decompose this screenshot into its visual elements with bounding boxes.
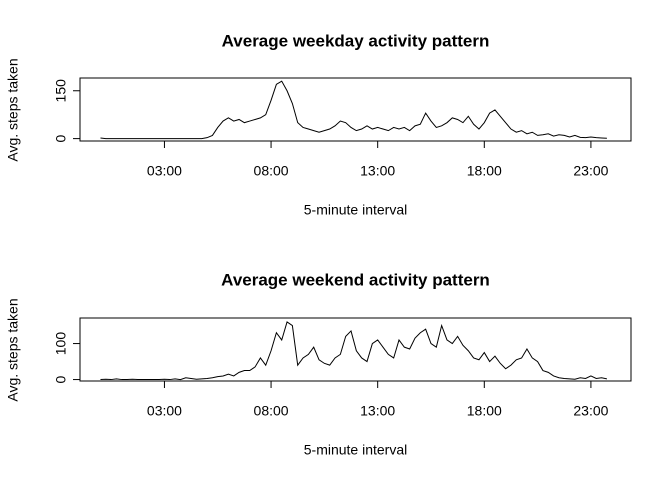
chart-title: Average weekend activity pattern (221, 270, 490, 289)
plot-box (79, 77, 632, 142)
y-tick-label: 0 (53, 375, 69, 383)
plot-box (79, 317, 632, 382)
y-tick-label: 100 (53, 332, 69, 356)
x-tick-label: 03:00 (147, 163, 182, 179)
x-tick-label: 13:00 (360, 163, 395, 179)
x-axis-label: 5-minute interval (304, 442, 408, 458)
x-tick-label: 08:00 (254, 163, 289, 179)
x-tick-label: 13:00 (360, 403, 395, 419)
chart-title: Average weekday activity pattern (222, 31, 490, 50)
y-tick-label: 150 (53, 79, 69, 103)
x-tick-label: 23:00 (573, 163, 608, 179)
data-line (100, 80, 607, 140)
y-tick-label: 0 (53, 135, 69, 143)
x-tick-label: 23:00 (573, 403, 608, 419)
data-line (100, 321, 607, 381)
y-axis-label: Avg. steps taken (5, 58, 21, 161)
y-axis-label: Avg. steps taken (5, 298, 21, 401)
x-tick-label: 18:00 (467, 403, 502, 419)
x-tick-label: 03:00 (147, 403, 182, 419)
x-tick-label: 08:00 (254, 403, 289, 419)
x-axis-label: 5-minute interval (304, 202, 408, 218)
x-tick-label: 18:00 (467, 163, 502, 179)
